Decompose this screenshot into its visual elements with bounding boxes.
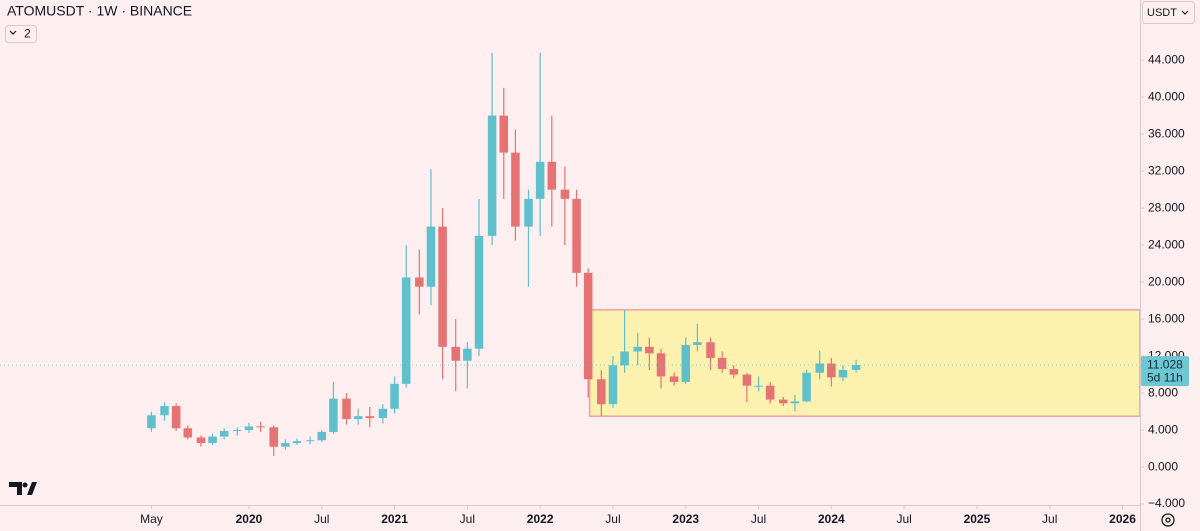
y-tick-label: 36.000 — [1148, 126, 1185, 140]
candle-body — [390, 383, 399, 409]
symbol-title: ATOMUSDT · 1W · BINANCE — [7, 3, 192, 19]
candle-body — [160, 406, 169, 416]
y-tick-label: 24.000 — [1148, 237, 1185, 251]
candle-body — [463, 348, 472, 361]
x-tick-label: 2026 — [1109, 512, 1136, 526]
candle-body — [535, 161, 545, 199]
y-tick-label: −4.000 — [1148, 496, 1185, 510]
candle-body — [717, 357, 727, 370]
candle-body — [329, 398, 338, 432]
last-price-label: 11.028 — [1147, 357, 1183, 371]
candle-body — [583, 272, 593, 380]
candle-body — [292, 441, 302, 444]
x-tick-label: Jul — [1042, 512, 1057, 526]
candle-body — [742, 374, 752, 386]
candle-body — [754, 385, 763, 387]
candle-body — [572, 198, 581, 273]
tradingview-logo[interactable] — [9, 482, 37, 495]
candle-body — [281, 443, 290, 447]
candle-body — [415, 277, 424, 287]
candle-body — [365, 416, 375, 419]
x-tick-label: Jul — [605, 512, 620, 526]
x-tick-label: May — [140, 512, 163, 526]
y-tick-label: 44.000 — [1148, 52, 1185, 66]
candle-body — [681, 344, 691, 382]
candle-body — [244, 426, 254, 431]
candle-body — [779, 399, 788, 404]
candle-body — [645, 346, 654, 354]
candle-body — [729, 369, 739, 375]
candle-body — [815, 363, 824, 373]
candle-body — [669, 376, 679, 382]
candle-body — [693, 342, 702, 345]
y-tick-label: 20.000 — [1148, 274, 1185, 288]
candle-body — [633, 346, 642, 352]
x-tick-label: 2022 — [527, 512, 554, 526]
x-tick-label: 2023 — [672, 512, 699, 526]
y-tick-label: 4.000 — [1148, 422, 1178, 436]
y-tick-label: 28.000 — [1148, 200, 1185, 214]
x-tick-label: Jul — [896, 512, 911, 526]
y-tick-label: 32.000 — [1148, 163, 1185, 177]
currency-label: USDT — [1147, 7, 1177, 19]
candle-body — [706, 342, 715, 358]
candle-body — [208, 436, 217, 444]
y-tick-label: 16.000 — [1148, 311, 1185, 325]
y-tick-label: 8.000 — [1148, 385, 1178, 399]
candle-body — [451, 346, 460, 361]
indicator-count: 2 — [24, 27, 31, 41]
plot-area — [147, 52, 1141, 456]
candle-body — [256, 426, 265, 428]
candle-body — [487, 115, 497, 236]
last-price-tag — [1141, 356, 1189, 387]
candle-body — [620, 351, 629, 366]
candle-body — [560, 189, 570, 199]
indicator-toggle[interactable]: 2 — [5, 25, 37, 43]
candle-body — [827, 363, 836, 378]
candle-body — [342, 398, 351, 419]
x-tick-label: 2020 — [236, 512, 263, 526]
candle-body — [524, 198, 533, 227]
y-tick-label: 0.000 — [1148, 459, 1178, 473]
candle-body — [147, 415, 156, 429]
candle-body — [317, 431, 327, 441]
candle-body — [401, 277, 411, 384]
settings-button[interactable] — [1161, 513, 1175, 527]
candle-body — [547, 161, 557, 190]
candle-body — [353, 416, 363, 419]
x-tick-label: Jul — [314, 512, 329, 526]
candle-body — [426, 226, 436, 287]
candle-body — [499, 115, 509, 153]
candle-body — [305, 440, 315, 442]
candle-body — [196, 437, 206, 444]
range-box — [588, 309, 1141, 417]
candle-body — [838, 369, 848, 378]
x-tick-label: 2024 — [818, 512, 845, 526]
candle-body — [183, 428, 193, 438]
x-tick-label: Jul — [460, 512, 475, 526]
candle-body — [219, 431, 229, 437]
x-tick-label: Jul — [751, 512, 766, 526]
candle-body — [233, 430, 242, 432]
candle-body — [378, 408, 388, 419]
candle-body — [597, 379, 606, 405]
candle-body — [171, 406, 181, 429]
candle-body — [802, 372, 811, 402]
candle-body — [474, 235, 484, 349]
candle-body — [438, 226, 447, 347]
countdown-label: 5d 11h — [1147, 370, 1183, 384]
currency-dropdown[interactable]: USDT — [1142, 1, 1195, 24]
y-tick-label: 40.000 — [1148, 89, 1185, 103]
x-tick-label: 2021 — [381, 512, 408, 526]
candle-body — [765, 385, 775, 400]
candle-body — [511, 152, 520, 227]
candle-body — [790, 401, 800, 404]
x-tick-label: 2025 — [964, 512, 991, 526]
candle-body — [608, 365, 618, 405]
candle-body — [851, 365, 861, 370]
candle-body — [269, 427, 278, 447]
